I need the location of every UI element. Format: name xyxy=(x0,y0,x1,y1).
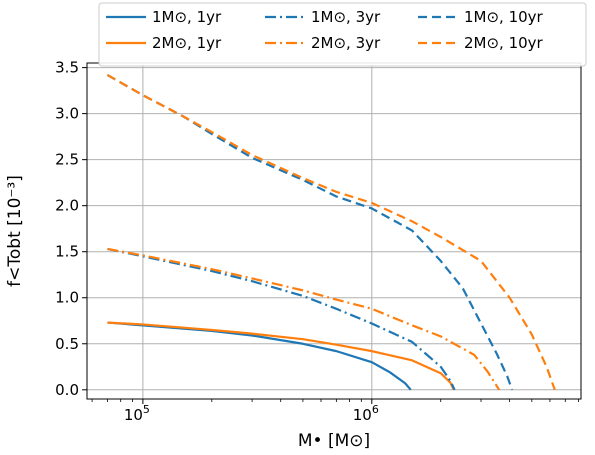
legend-label: 1M⊙, 3yr xyxy=(311,8,381,26)
y-tick-label: 2.0 xyxy=(55,197,79,215)
legend-label: 2M⊙, 3yr xyxy=(311,34,381,52)
series-line-1 xyxy=(107,321,412,391)
series-line-5 xyxy=(106,74,514,391)
y-tick-label: 3.0 xyxy=(55,105,79,123)
series-line-4 xyxy=(107,247,501,391)
series-line-2 xyxy=(107,321,455,391)
grid xyxy=(87,63,581,399)
axis-ticks: 0.0 0.5 1.0 1.5 2.0 2.5 3.0 3.5 105 106 xyxy=(55,59,579,424)
y-tick-label: 0.0 xyxy=(55,381,79,399)
legend-box xyxy=(98,2,587,67)
legend-label: 1M⊙, 10yr xyxy=(464,8,544,26)
x-tick-label: 105 xyxy=(124,403,150,424)
legend-label: 2M⊙, 10yr xyxy=(464,34,544,52)
y-axis-label: f<Tobt [10⁻³] xyxy=(5,175,25,287)
legend: 1M⊙, 1yr 2M⊙, 1yr 1M⊙, 3yr 2M⊙, 3yr 1M⊙, 10y… xyxy=(98,2,587,67)
y-tick-label: 3.5 xyxy=(55,59,79,77)
legend-label: 1M⊙, 1yr xyxy=(152,8,222,26)
y-tick-label: 2.5 xyxy=(55,151,79,169)
legend-label: 2M⊙, 1yr xyxy=(152,34,222,52)
x-tick-label: 106 xyxy=(353,403,379,424)
y-tick-label: 1.0 xyxy=(55,289,79,307)
series-line-3 xyxy=(107,247,456,391)
series-line-6 xyxy=(106,74,556,391)
y-tick-label: 0.5 xyxy=(55,335,79,353)
x-axis-label: M• [M⊙] xyxy=(298,431,370,451)
y-tick-label: 1.5 xyxy=(55,243,79,261)
series-layer xyxy=(106,74,556,391)
